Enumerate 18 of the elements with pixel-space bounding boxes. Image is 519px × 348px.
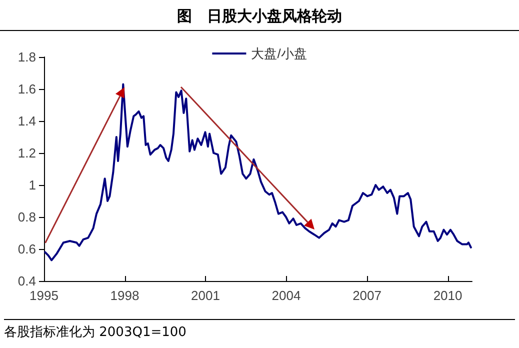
y-tick-label: 0.6 (18, 242, 36, 256)
y-tick-label: 0.4 (18, 274, 36, 288)
chart-title: 图 日股大小盘风格轮动 (0, 4, 519, 31)
x-tick-label: 1995 (30, 288, 58, 303)
y-tick-label: 1.6 (18, 82, 36, 96)
legend-label: 大盘/小盘 (251, 46, 307, 61)
line-series (44, 83, 472, 262)
text: 各股指标准化为 2003Q1=100 (4, 319, 515, 341)
x-tick-label: 2010 (433, 288, 462, 303)
y-tick-label: 1 (28, 178, 36, 192)
x-tick-label: 1998 (110, 288, 140, 303)
x-tick-label: 2001 (191, 288, 220, 303)
x-tick-label: 2007 (352, 288, 382, 303)
y-tick-label: 1.4 (18, 114, 36, 128)
y-tick-label: 0.8 (18, 210, 36, 224)
x-tick-label: 2004 (272, 288, 301, 303)
y-tick-label: 1.8 (18, 50, 36, 64)
y-tick-label: 1.2 (18, 146, 36, 160)
